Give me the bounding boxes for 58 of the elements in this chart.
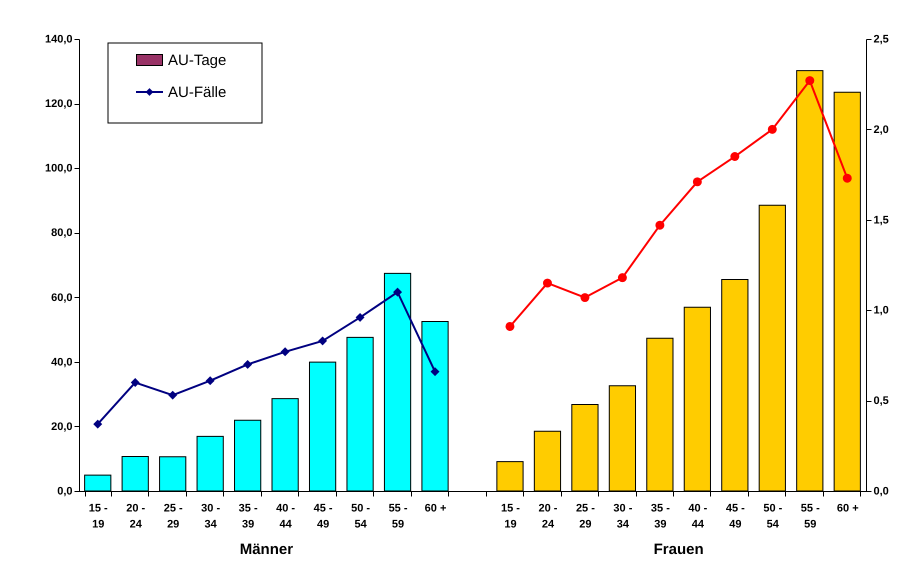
- text: Männer: [240, 541, 294, 558]
- point: [130, 378, 140, 387]
- x-tick-label: 20 - 24: [126, 502, 146, 530]
- point: [692, 177, 702, 186]
- legend-label: AU-Fälle: [168, 84, 226, 101]
- point: [542, 278, 552, 288]
- x-tick-label: 30 - 34: [613, 502, 633, 530]
- point: [168, 390, 178, 400]
- x-tick-label: 35 - 39: [650, 502, 670, 530]
- x-tick-label: 60 +: [836, 502, 859, 514]
- x-tick-label: 25 - 29: [164, 502, 183, 530]
- x-tick-label: 40 - 44: [276, 502, 296, 530]
- point: [842, 174, 852, 183]
- point: [206, 376, 215, 386]
- x-tick-label: 50 - 54: [351, 502, 370, 530]
- y-tick-label: 0,0: [57, 486, 72, 498]
- point: [430, 367, 440, 376]
- x-tick-label: 55 - 59: [800, 502, 820, 530]
- point: [318, 336, 328, 346]
- point: [356, 312, 365, 322]
- point: [393, 288, 402, 297]
- point: [805, 76, 814, 86]
- y-tick-label: 20,0: [51, 420, 72, 433]
- y-tick-label: 100,0: [44, 162, 72, 175]
- y-tick-label: 60,0: [51, 292, 72, 304]
- point: [506, 322, 514, 331]
- y-tick-label: 40,0: [51, 356, 72, 368]
- y2-tick-label: 1,5: [874, 214, 889, 226]
- x-tick-label: 30 - 34: [201, 502, 220, 530]
- point: [618, 273, 627, 282]
- y2-tick-label: 0,0: [874, 486, 889, 498]
- x-tick-label: 50 - 54: [763, 502, 783, 530]
- point: [655, 220, 664, 230]
- point: [280, 347, 290, 356]
- point: [580, 293, 590, 302]
- x-tick-label: 60 +: [424, 502, 446, 514]
- x-tick-label: 45 - 49: [726, 502, 746, 530]
- y2-tick-label: 0,5: [874, 395, 889, 408]
- y-tick-label: 140,0: [44, 34, 72, 46]
- y2-tick-label: 1,0: [874, 304, 889, 317]
- legend-label: AU-Tage: [168, 52, 226, 69]
- x-tick-label: 45 - 49: [314, 502, 333, 530]
- point: [768, 124, 777, 134]
- x-tick-label: 55 - 59: [388, 502, 408, 530]
- point: [730, 152, 740, 161]
- y2-tick-label: 2,5: [874, 34, 889, 46]
- y2-tick-label: 2,0: [874, 124, 889, 136]
- x-tick-label: 35 - 39: [238, 502, 258, 530]
- x-tick-label: 20 - 24: [538, 502, 558, 530]
- point: [243, 360, 252, 369]
- x-tick-label: 25 - 29: [576, 502, 596, 530]
- x-tick-label: 15 - 19: [500, 502, 520, 530]
- y-tick-label: 120,0: [44, 98, 72, 110]
- x-tick-label: 15 - 19: [88, 502, 108, 530]
- point: [93, 420, 102, 429]
- text: Frauen: [654, 541, 704, 558]
- y-tick-label: 80,0: [51, 227, 72, 240]
- x-tick-label: 40 - 44: [688, 502, 708, 530]
